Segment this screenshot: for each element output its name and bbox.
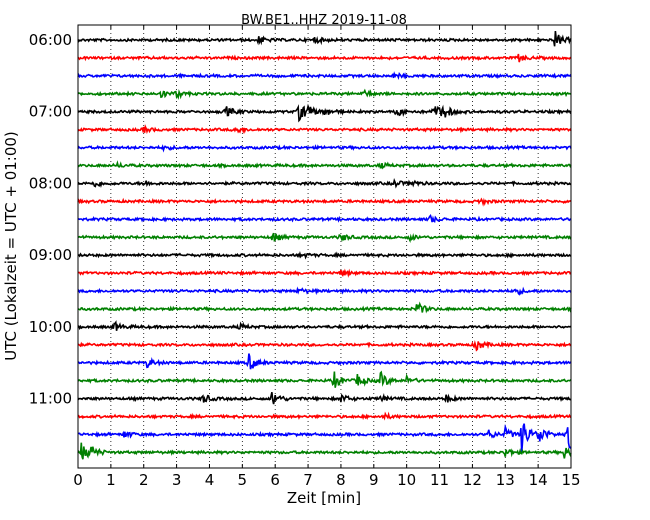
trace-0730 (77, 144, 572, 153)
x-axis-label: Zeit [min] (287, 489, 361, 507)
trace-1015 (77, 340, 572, 352)
trace-0600 (77, 31, 572, 47)
seismic-traces (77, 31, 572, 460)
y-tick-label-0900: 09:00 (29, 246, 72, 264)
trace-0830 (77, 214, 572, 223)
y-axis-ticks: 06:00 07:00 08:00 09:00 10:00 11:00 (29, 31, 82, 408)
trace-0800 (77, 177, 571, 189)
trace-1115 (77, 411, 572, 421)
x-tick-label-9: 9 (369, 471, 379, 489)
trace-0630 (77, 71, 572, 80)
x-tick-label-15: 15 (561, 471, 580, 489)
trace-1030 (77, 353, 572, 370)
y-axis-label: UTC (Lokalzeit = UTC + 01:00) (2, 131, 20, 361)
trace-0815 (77, 197, 572, 207)
trace-1000 (78, 320, 572, 331)
trace-0700 (77, 103, 572, 123)
x-tick-label-1: 1 (106, 471, 116, 489)
trace-0845 (77, 232, 572, 243)
trace-1100 (77, 392, 572, 405)
x-tick-label-11: 11 (430, 471, 449, 489)
x-tick-label-2: 2 (139, 471, 149, 489)
trace-0615 (77, 53, 572, 63)
trace-0945 (77, 301, 572, 314)
trace-1145 (77, 442, 572, 460)
x-tick-label-7: 7 (303, 471, 313, 489)
x-tick-label-3: 3 (172, 471, 182, 489)
trace-0900 (77, 251, 572, 260)
y-tick-label-1000: 10:00 (29, 318, 72, 336)
trace-0930 (77, 286, 572, 296)
x-tick-label-12: 12 (463, 471, 482, 489)
chart-title: BW.BE1..HHZ 2019-11-08 (241, 13, 407, 28)
y-tick-label-0700: 07:00 (29, 103, 72, 121)
x-tick-label-10: 10 (397, 471, 416, 489)
trace-0715 (77, 123, 572, 135)
x-axis-ticks: 0 1 2 3 4 5 6 7 8 9 10 11 12 13 14 15 (73, 25, 581, 489)
x-tick-label-6: 6 (270, 471, 280, 489)
trace-1130 (77, 423, 572, 454)
y-tick-label-0800: 08:00 (29, 174, 72, 192)
x-tick-label-5: 5 (238, 471, 248, 489)
y-tick-label-0600: 06:00 (29, 31, 72, 49)
x-tick-label-14: 14 (529, 471, 548, 489)
x-tick-label-4: 4 (205, 471, 215, 489)
plot-frame (77, 24, 572, 469)
x-tick-label-13: 13 (496, 471, 515, 489)
trace-0915 (77, 268, 572, 278)
trace-1045 (77, 370, 572, 388)
x-tick-label-0: 0 (73, 471, 83, 489)
trace-0645 (77, 88, 572, 101)
y-tick-label-1100: 11:00 (29, 390, 72, 408)
x-tick-label-8: 8 (336, 471, 346, 489)
trace-0745 (77, 160, 572, 170)
